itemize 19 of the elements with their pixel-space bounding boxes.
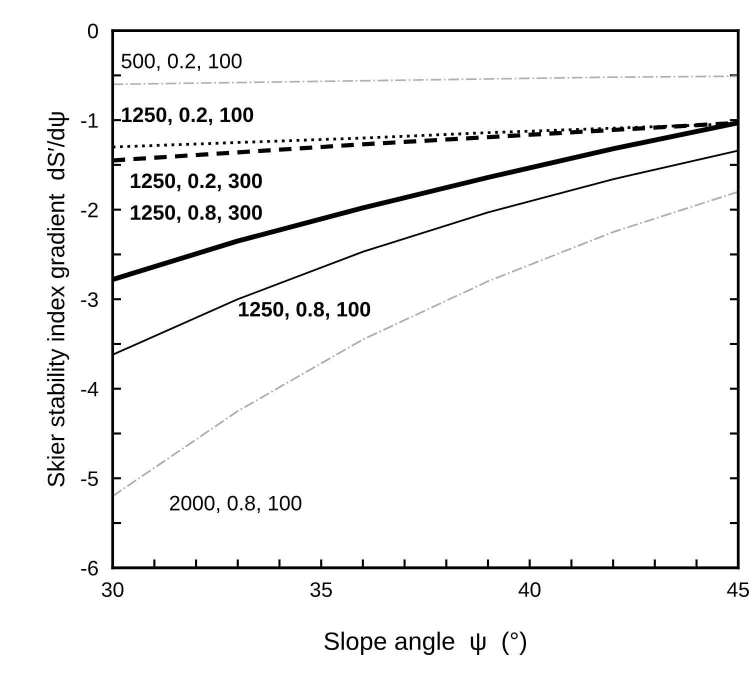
y-tick-label: -6: [81, 560, 98, 576]
series-label: 1250, 0.8, 100: [239, 302, 370, 320]
series-label: 1250, 0.2, 300: [130, 173, 262, 192]
y-tick-label: -5: [81, 471, 98, 486]
y-tick-label: 0: [88, 24, 98, 38]
y-tick-label: -2: [81, 202, 98, 218]
x-axis-title: Slope angle ψ (°): [324, 632, 526, 655]
y-tick-label: -4: [81, 382, 98, 396]
x-tick-label: 35: [310, 582, 332, 597]
x-tick-label: 30: [102, 582, 124, 597]
series-label: 500, 0.2, 100: [122, 54, 242, 71]
series-label: 1250, 0.2, 100: [122, 107, 254, 126]
x-tick-label: 40: [518, 582, 540, 597]
x-tick-label: 45: [727, 582, 749, 597]
y-tick-label: -3: [81, 292, 98, 307]
y-axis-title: Skier stability index gradient dS′/dψ: [47, 112, 70, 487]
series-label: 1250, 0.8, 300: [130, 205, 262, 223]
series-label: 2000, 0.8, 100: [170, 496, 302, 513]
y-tick-label: -1: [81, 113, 98, 128]
